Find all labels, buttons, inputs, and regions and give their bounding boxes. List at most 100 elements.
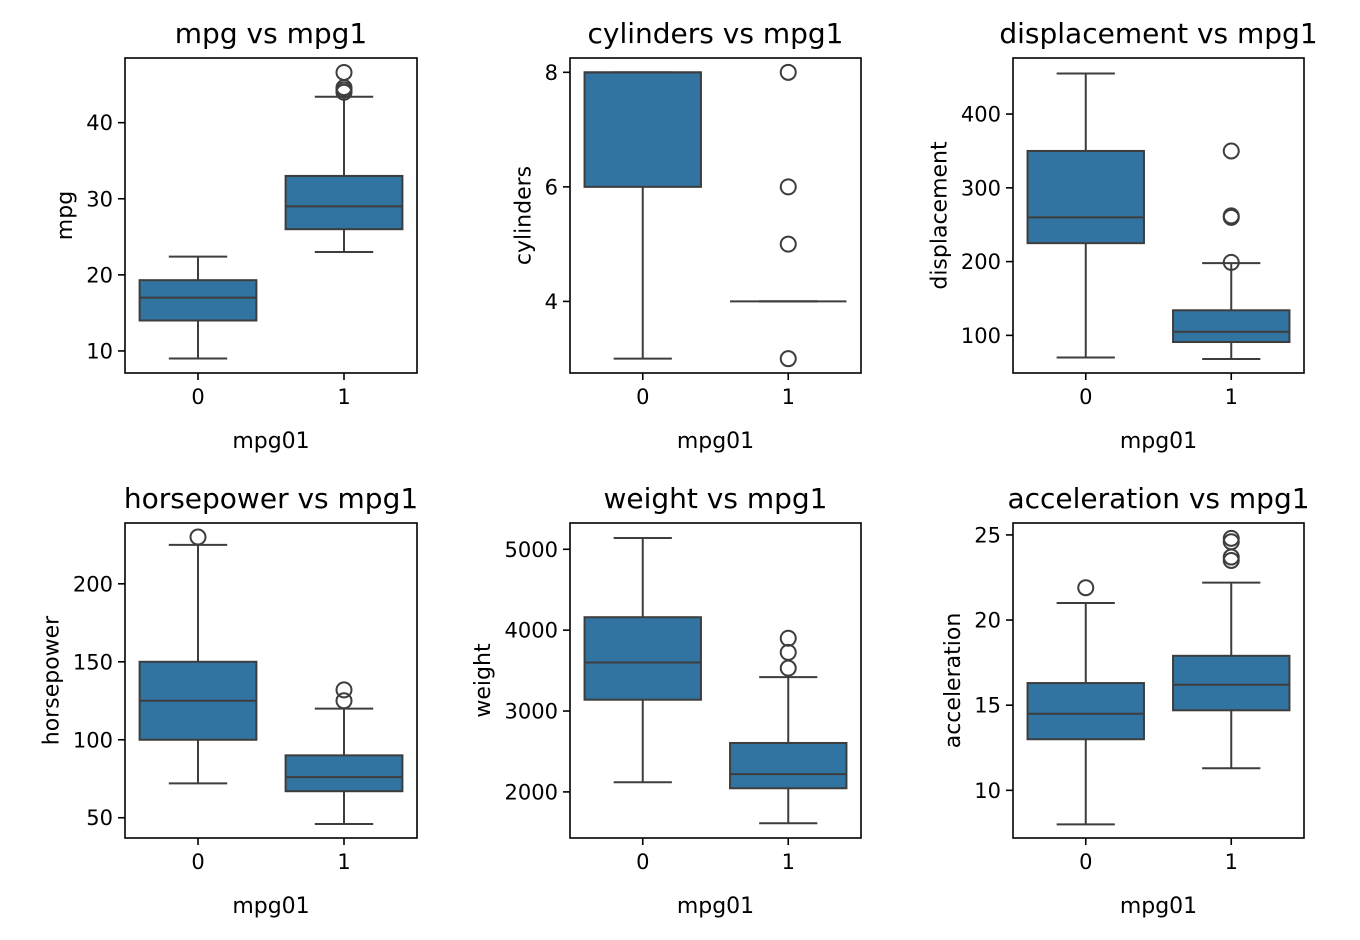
y-tick-label: 30 [86,187,113,211]
outlier-point [1222,551,1240,569]
y-axis-label: cylinders [512,166,537,265]
box-body [583,71,702,188]
box-1 [1172,142,1291,360]
y-tick-label: 3000 [505,700,558,724]
outlier-point [779,643,797,661]
subplot-5: weight vs mpg1 2000 3000 4000 5000 0 1 mpg01 wei… [471,482,862,919]
axes-frame [124,57,418,374]
y-tick-label: 6 [545,175,558,199]
y-tick-label: 25 [974,523,1001,547]
y-axis-label: displacement [928,141,953,290]
subplot-title: displacement vs mpg1 [999,17,1317,50]
y-tick-label: 20 [974,609,1001,633]
box-0 [583,536,702,784]
box-1 [1172,529,1291,770]
y-tick-label: 5000 [505,538,558,562]
y-tick-label: 10 [974,779,1001,803]
y-tick-label: 20 [86,263,113,287]
subplot-title: cylinders vs mpg1 [588,17,844,50]
outlier-point [779,629,797,647]
x-tick-label: 0 [1079,850,1092,874]
subplot-title: acceleration vs mpg1 [1007,482,1309,515]
x-tick-label: 0 [636,385,649,409]
y-tick-label: 15 [974,694,1001,718]
outlier-point [1222,142,1240,160]
y-tick-label: 2000 [505,780,558,804]
x-axis-label: mpg01 [1120,894,1197,919]
x-axis-label: mpg01 [232,894,309,919]
box-body [1026,149,1145,245]
outlier-point [1222,207,1240,225]
axes-frame [569,57,862,374]
y-tick-label: 200 [961,250,1001,274]
axes-frame [569,522,862,839]
x-tick-label: 1 [1225,385,1238,409]
box-body [1172,309,1291,344]
x-tick-label: 1 [782,385,795,409]
x-tick-label: 1 [1225,850,1238,874]
subplot-6: acceleration vs mpg1 10 15 20 25 0 1 mpg01 accel… [941,482,1310,919]
axes-frame [1012,57,1305,374]
box-0 [583,71,702,360]
y-tick-label: 10 [86,339,113,363]
box-0 [1026,72,1145,359]
box-1 [284,63,404,254]
y-axis-label: mpg [53,191,78,240]
subplot-2: cylinders vs mpg1 4 6 8 0 1 mpg01 cylinders [512,17,862,454]
outlier-point [335,681,353,699]
outlier-point [779,178,797,196]
y-tick-label: 4000 [505,619,558,643]
box-0 [138,528,258,785]
box-body [284,174,404,231]
x-axis-label: mpg01 [677,429,754,454]
box-body [1026,682,1145,741]
box-0 [1026,579,1145,826]
x-axis-label: mpg01 [677,894,754,919]
y-tick-label: 40 [86,111,113,135]
outlier-point [779,659,797,677]
y-axis-label: acceleration [941,613,966,749]
outlier-point [1077,579,1095,597]
outlier-point [1222,529,1240,547]
subplot-title: weight vs mpg1 [604,482,828,515]
y-tick-label: 100 [73,728,113,752]
box-1 [730,63,847,368]
box-body [583,616,702,701]
x-tick-label: 1 [782,850,795,874]
axes-frame [1012,522,1305,839]
x-tick-label: 1 [337,850,350,874]
box-body [1172,654,1291,712]
x-tick-label: 0 [191,385,204,409]
x-axis-label: mpg01 [232,429,309,454]
box-body [729,741,848,790]
outlier-point [779,63,797,81]
y-tick-label: 400 [961,103,1001,127]
box-body [284,754,404,793]
outlier-point [189,528,207,546]
x-tick-label: 0 [191,850,204,874]
y-axis-label: horsepower [40,615,65,745]
x-tick-label: 0 [1079,385,1092,409]
subplot-4: horsepower vs mpg1 50 100 150 200 0 1 mpg01 hors… [40,482,419,919]
x-tick-label: 0 [636,850,649,874]
x-axis-label: mpg01 [1120,429,1197,454]
outlier-point [1222,548,1240,566]
y-tick-label: 4 [545,290,558,314]
box-body [138,279,258,322]
y-tick-label: 100 [961,324,1001,348]
x-tick-label: 1 [337,385,350,409]
subplot-3: displacement vs mpg1 100 200 300 400 0 1 mpg01 d… [928,17,1318,454]
subplot-title: mpg vs mpg1 [175,17,367,50]
y-tick-label: 200 [73,572,113,596]
outlier-point [1222,533,1240,551]
subplot-1: mpg vs mpg1 10 20 30 40 0 1 mpg01 mpg [53,17,418,454]
y-tick-label: 150 [73,650,113,674]
axes-frame [124,522,418,839]
outlier-point [779,350,797,368]
box-1 [284,681,404,825]
outlier-point [779,235,797,253]
y-tick-label: 50 [86,806,113,830]
y-tick-label: 8 [545,61,558,85]
outlier-point [335,692,353,710]
